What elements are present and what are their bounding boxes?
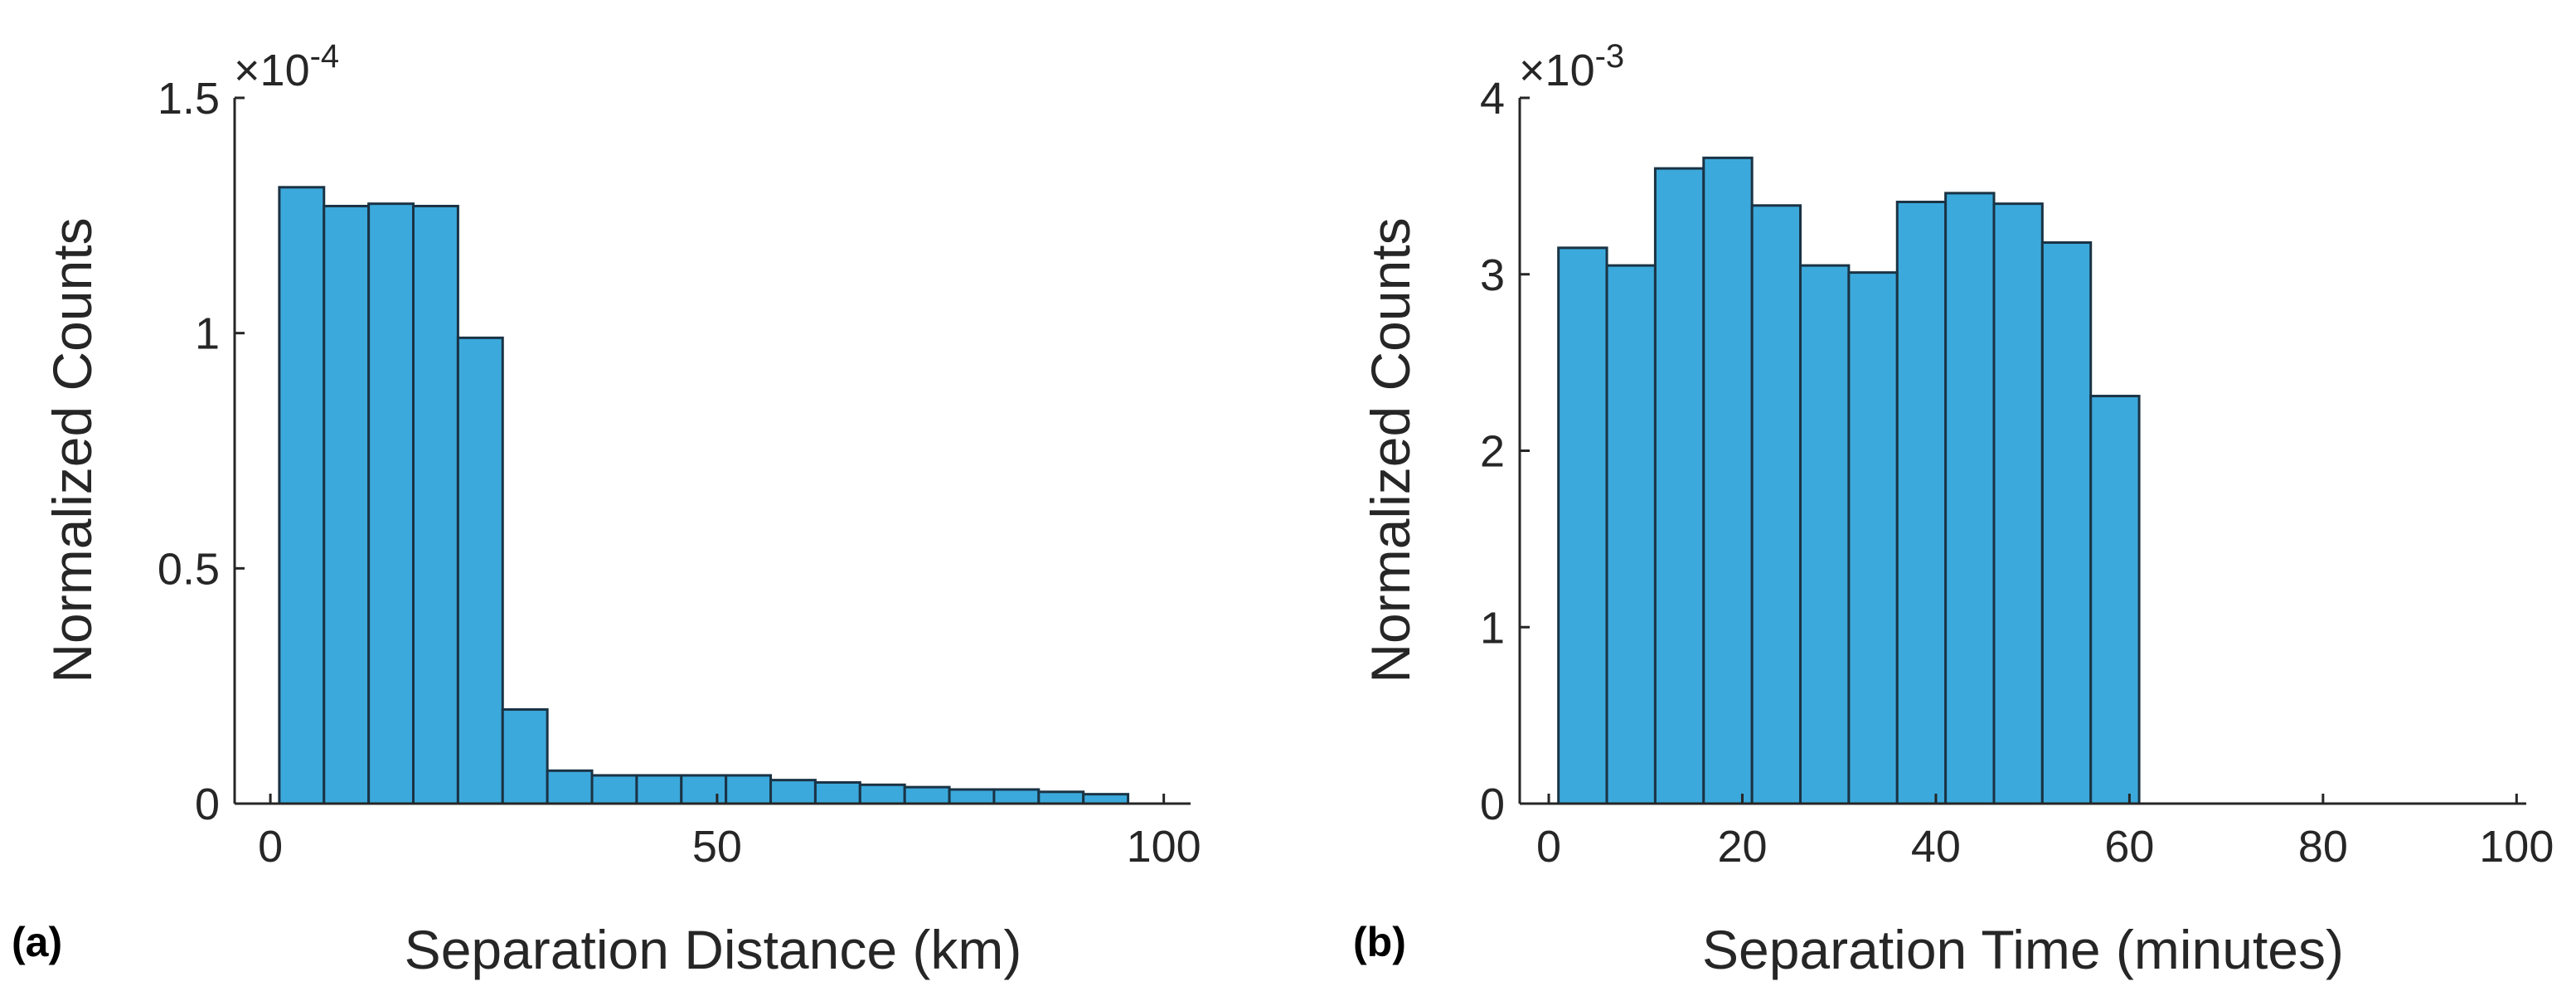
- chart-panel-a: 0 50 100 00.511.5 ×10-4 Normalized Counts …: [12, 38, 1201, 980]
- bar-a-3: [367, 202, 415, 805]
- bar-a-2: [323, 204, 371, 805]
- y-tick-label-a-0: 0: [195, 780, 220, 829]
- y-tick-label-b-1: 1: [1480, 603, 1505, 653]
- x-tick-label-b-60: 60: [2104, 822, 2154, 872]
- bar-b-4: [1702, 156, 1754, 805]
- bar-a-1: [278, 186, 326, 805]
- x-tick-label-b-100: 100: [2479, 822, 2554, 872]
- bar-a-11: [725, 774, 773, 805]
- bar-a-17: [992, 788, 1041, 805]
- y-exponent-label-a: ×10-4: [234, 38, 339, 95]
- x-tick-label-a-100: 100: [1127, 822, 1201, 872]
- y-tick-label-b-4: 4: [1480, 74, 1505, 124]
- y-exponent-power-a: -4: [310, 38, 340, 75]
- y-ticks-b: 0 1 2 3 4: [1480, 74, 1530, 829]
- bar-a-14: [858, 783, 906, 805]
- bar-b-10: [1992, 202, 2044, 805]
- y-exponent-label-b: ×10-3: [1519, 38, 1624, 95]
- chart-panel-b: 0 20 40 60 80 100 0 1 2 3 4 ×10-3 Normalized Coun…: [1353, 38, 2554, 980]
- bar-b-12: [2089, 395, 2141, 805]
- bar-a-9: [635, 774, 683, 805]
- bar-a-13: [813, 780, 861, 805]
- bar-a-4: [412, 204, 459, 805]
- y-exponent-power-b: -3: [1595, 38, 1625, 75]
- bar-b-3: [1653, 167, 1705, 805]
- bar-a-16: [948, 788, 996, 805]
- bar-b-11: [2040, 240, 2093, 805]
- y-axis-title-a: Normalized Counts: [41, 217, 103, 683]
- x-ticks-b: 0 20 40 60 80 100: [1536, 794, 2554, 872]
- bar-a-15: [903, 785, 951, 805]
- x-tick-label-a-0: 0: [258, 822, 283, 872]
- bar-b-8: [1895, 201, 1948, 805]
- y-tick-label-b-0: 0: [1480, 780, 1505, 829]
- bar-b-9: [1944, 192, 1996, 805]
- x-tick-label-b-20: 20: [1717, 822, 1767, 872]
- x-tick-label-a-50: 50: [692, 822, 742, 872]
- x-tick-label-b-80: 80: [2298, 822, 2348, 872]
- bar-b-1: [1557, 246, 1608, 805]
- y-exponent-base-b: ×10: [1519, 46, 1595, 95]
- x-tick-label-b-0: 0: [1536, 822, 1561, 872]
- bar-b-6: [1799, 264, 1851, 805]
- x-ticks-a: 0 50 100: [258, 794, 1201, 872]
- y-tick-label-b-2: 2: [1480, 427, 1505, 477]
- x-axis-title-a: Separation Distance (km): [405, 919, 1022, 980]
- bar-a-10: [680, 774, 728, 805]
- bars-a: [278, 186, 1130, 805]
- bar-a-8: [590, 774, 638, 805]
- bar-b-2: [1605, 264, 1657, 805]
- x-axis-title-b: Separation Time (minutes): [1702, 919, 2344, 980]
- y-tick-label-a-1: 0.5: [158, 544, 220, 594]
- panel-label-a: (a): [12, 919, 62, 965]
- x-tick-label-b-40: 40: [1911, 822, 1961, 872]
- y-exponent-base-a: ×10: [234, 46, 310, 95]
- y-tick-label-a-2: 1: [195, 309, 220, 359]
- y-axis-title-b: Normalized Counts: [1360, 217, 1421, 683]
- bar-a-12: [769, 779, 817, 805]
- bar-b-5: [1750, 204, 1802, 805]
- bar-a-5: [456, 336, 504, 805]
- bar-a-6: [501, 708, 549, 805]
- y-ticks-a: 0 0.5 1 1.5: [158, 74, 245, 829]
- bars-b: [1557, 156, 2141, 805]
- panel-label-b: (b): [1353, 919, 1406, 965]
- y-tick-label-a-3: 1.5: [158, 74, 220, 124]
- bar-a-19: [1082, 793, 1130, 805]
- bar-a-7: [546, 769, 594, 805]
- bar-b-7: [1847, 271, 1899, 805]
- bar-a-18: [1037, 790, 1085, 805]
- y-tick-label-b-3: 3: [1480, 250, 1505, 300]
